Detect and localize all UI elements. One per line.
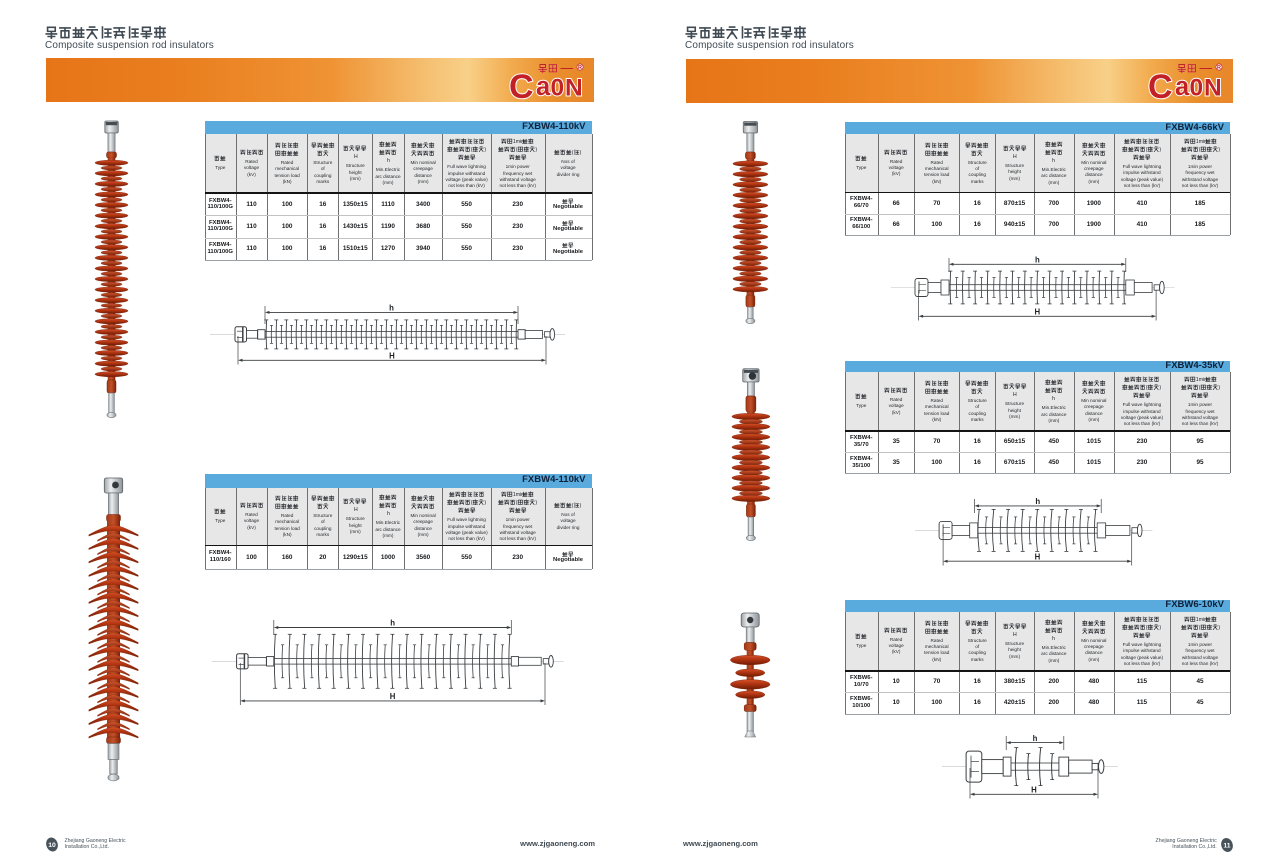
svg-text:H: H xyxy=(1034,308,1040,317)
svg-text:(: ( xyxy=(1146,625,1148,631)
svg-text:1min: 1min xyxy=(1195,377,1206,383)
svg-text:): ) xyxy=(580,503,582,509)
svg-text:): ) xyxy=(1218,147,1220,153)
svg-text:1min: 1min xyxy=(513,492,524,498)
svg-text:h: h xyxy=(1052,396,1055,402)
svg-text:(: ( xyxy=(516,500,518,506)
svg-text:): ) xyxy=(580,150,582,156)
svg-text:H: H xyxy=(390,692,396,701)
svg-text:(: ( xyxy=(1146,385,1148,391)
svg-text:(: ( xyxy=(1198,147,1200,153)
svg-text:(: ( xyxy=(1146,147,1148,153)
svg-text:h: h xyxy=(387,511,390,517)
svg-text:0: 0 xyxy=(551,75,565,102)
svg-text:h: h xyxy=(1033,734,1038,743)
svg-text:H: H xyxy=(354,507,358,513)
svg-text:H: H xyxy=(1013,632,1017,638)
svg-text:H: H xyxy=(1035,552,1041,561)
svg-text:C: C xyxy=(1148,68,1173,106)
svg-text:): ) xyxy=(1218,385,1220,391)
svg-text:): ) xyxy=(1160,625,1162,631)
svg-text:a: a xyxy=(1175,73,1190,101)
svg-text:): ) xyxy=(1218,625,1220,631)
svg-text:a: a xyxy=(536,73,551,101)
svg-text:h: h xyxy=(390,619,395,628)
svg-text:h: h xyxy=(1052,158,1055,164)
svg-text:h: h xyxy=(387,158,390,164)
svg-text:): ) xyxy=(484,147,486,153)
svg-text:H: H xyxy=(354,154,358,160)
svg-text:(: ( xyxy=(516,147,518,153)
svg-text:h: h xyxy=(1035,256,1040,265)
svg-text:10: 10 xyxy=(48,842,56,849)
svg-text:(: ( xyxy=(1198,385,1200,391)
svg-text:h: h xyxy=(1035,497,1040,506)
svg-text:1min: 1min xyxy=(1195,139,1206,145)
svg-text:0: 0 xyxy=(1190,75,1204,102)
svg-text:h: h xyxy=(1052,636,1055,642)
svg-text:H: H xyxy=(1013,392,1017,398)
svg-text:H: H xyxy=(389,352,395,361)
svg-text:(: ( xyxy=(572,150,574,156)
svg-text:(: ( xyxy=(1198,625,1200,631)
svg-text:(: ( xyxy=(471,500,473,506)
svg-text:): ) xyxy=(1160,147,1162,153)
svg-text:): ) xyxy=(1160,385,1162,391)
svg-text:): ) xyxy=(536,147,538,153)
svg-text:N: N xyxy=(1204,75,1222,102)
svg-text:): ) xyxy=(536,500,538,506)
svg-text:1min: 1min xyxy=(1195,617,1206,623)
svg-text:11: 11 xyxy=(1223,842,1230,849)
svg-text:N: N xyxy=(565,75,583,102)
svg-text:(: ( xyxy=(471,147,473,153)
svg-text:R: R xyxy=(578,65,582,71)
svg-text:1min: 1min xyxy=(513,139,524,145)
svg-text:h: h xyxy=(389,304,394,313)
svg-text:H: H xyxy=(1013,154,1017,160)
svg-text:H: H xyxy=(1031,786,1037,795)
svg-text:R: R xyxy=(1217,65,1221,71)
svg-text:): ) xyxy=(484,500,486,506)
svg-text:C: C xyxy=(509,68,534,106)
svg-text:(: ( xyxy=(572,503,574,509)
